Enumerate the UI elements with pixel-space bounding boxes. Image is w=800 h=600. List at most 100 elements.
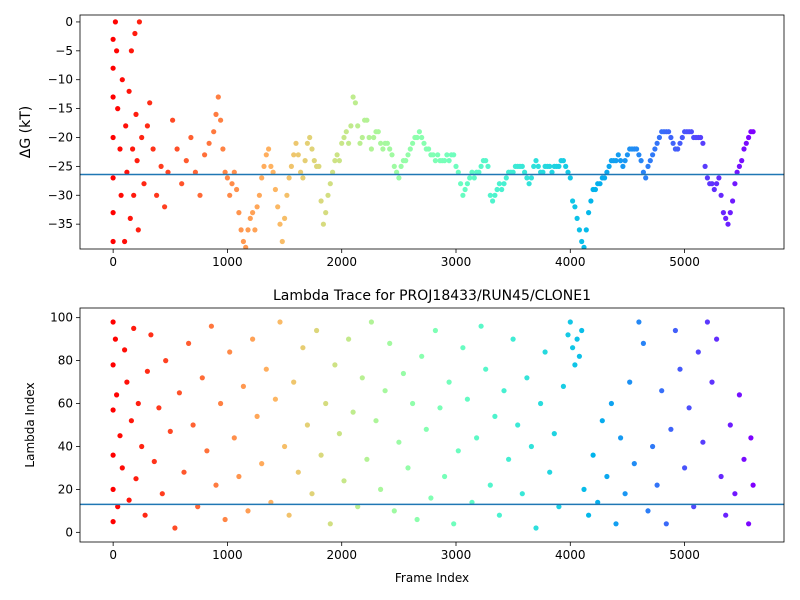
lambda-point [110,486,116,492]
delta-g-point [652,146,658,152]
delta-g-point [298,169,304,175]
delta-g-point [640,169,647,175]
delta-g-point [426,146,432,152]
lambda-point [346,336,352,342]
delta-g-point [704,175,711,181]
delta-g-point [522,169,528,175]
lambda-point [528,443,535,450]
delta-g-point [588,198,594,204]
lambda-point [142,512,148,518]
delta-g-point [110,175,116,181]
lambda-point [590,452,596,458]
delta-g-point [218,117,224,123]
lambda-point [355,504,361,510]
delta-g-point [743,140,749,146]
delta-g-point [206,140,212,146]
lambda-point [574,336,580,342]
delta-g-point [327,181,333,187]
delta-g-point [286,175,292,181]
delta-g-point [403,158,409,164]
lambda-point [259,461,265,467]
delta-g-point [666,129,672,135]
lambda-point [446,379,452,385]
delta-g-point [613,158,619,164]
delta-g-x-tick-label: 3000 [441,255,472,269]
lambda-point [524,375,530,381]
lambda-point [327,521,333,527]
delta-g-point [268,163,274,169]
delta-g-point [270,169,276,175]
delta-g-point [615,152,621,158]
lambda-point [286,512,292,518]
delta-g-y-tick-label: −10 [48,73,73,87]
delta-g-point [304,140,310,146]
delta-g-point [741,146,747,152]
delta-g-point [123,123,129,129]
lambda-point [677,366,683,372]
lambda-point [133,476,139,482]
lambda-point [622,491,628,497]
delta-g-point [215,94,221,100]
delta-g-point [115,106,121,112]
delta-g-point [597,181,603,187]
delta-g-point [375,129,381,135]
lambda-point [144,368,150,374]
lambda-point [373,418,379,424]
delta-g-point [240,238,246,245]
lambda-point [608,400,615,407]
delta-g-point [398,163,404,169]
delta-g-point [256,192,262,198]
lambda-point [181,469,187,475]
delta-g-point [430,152,436,158]
delta-g-point [224,175,230,181]
delta-g-point [677,140,683,146]
lambda-point [533,525,539,531]
delta-g-point [460,192,466,198]
delta-g-point [419,134,425,141]
delta-g-point [192,169,198,175]
lambda-point [268,499,274,505]
delta-g-point [387,146,393,152]
delta-g-point [567,175,573,181]
delta-g-point [250,210,256,216]
delta-g-point [357,140,363,146]
delta-g-point [316,163,322,169]
delta-g-x-ticks: 0 1000 2000 3000 4000 5000 [109,249,700,269]
lambda-point [437,405,443,411]
delta-g-point [716,175,722,181]
lambda-point [135,400,141,407]
delta-g-point [302,158,308,164]
delta-g-point [650,152,656,158]
delta-g-axes-frame [79,14,785,250]
lambda-point [695,349,701,355]
delta-g-point [634,146,640,152]
delta-g-point [197,192,203,198]
delta-g-x-tick-label: 4000 [555,255,586,269]
delta-g-point [136,19,142,25]
delta-g-point [501,181,507,187]
lambda-point [419,353,425,359]
lambda-point [291,379,297,385]
lambda-point [581,486,587,492]
lambda-point [460,345,466,351]
delta-g-point [606,163,612,169]
delta-g-point [332,158,338,164]
delta-g-point [572,204,578,210]
delta-g-point [736,163,743,169]
delta-g-point [227,192,233,198]
lambda-point [515,422,521,428]
delta-g-point [277,221,283,227]
lambda-point [599,418,605,424]
delta-g-point [282,215,288,221]
delta-g-point [494,186,500,193]
lambda-point [741,456,747,462]
delta-g-point [259,175,265,181]
lambda-point [391,508,397,514]
delta-g-point [579,238,585,245]
delta-g-y-tick-label: −5 [55,44,73,58]
delta-g-point [499,186,505,193]
delta-g-point [110,36,116,42]
delta-g-point [139,134,145,141]
delta-g-point [510,169,516,175]
delta-g-point [110,134,116,141]
